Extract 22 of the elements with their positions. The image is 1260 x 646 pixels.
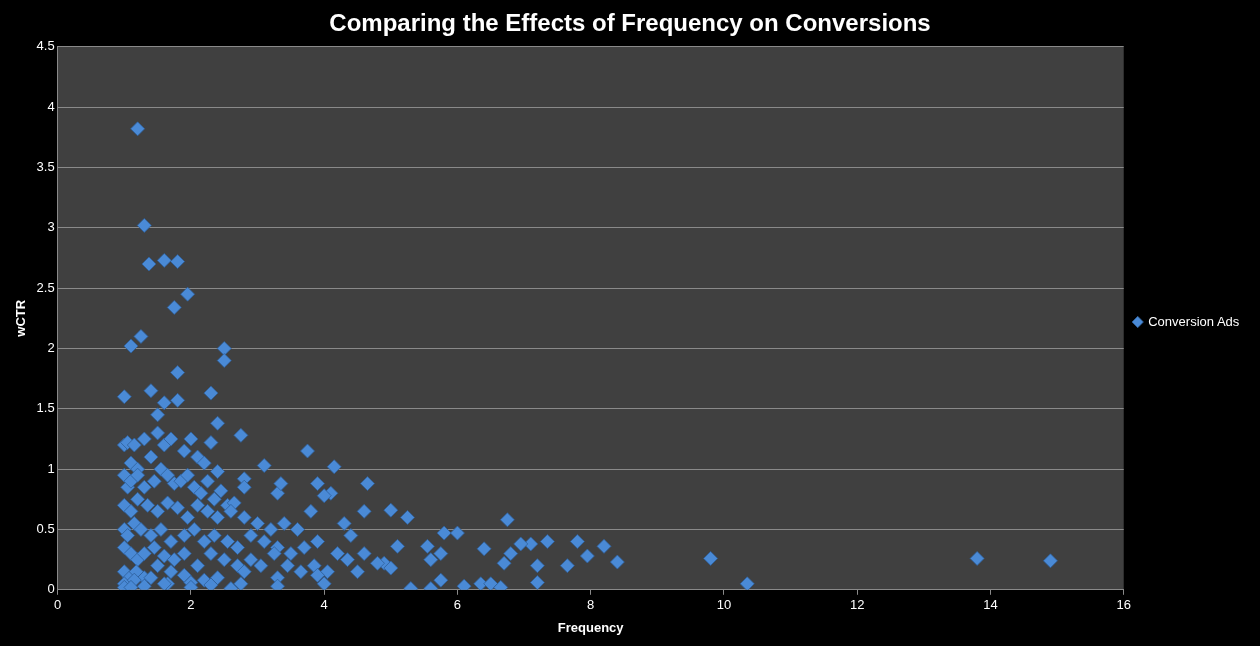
x-tick-label: 2 <box>187 597 195 613</box>
y-tick-label: 1 <box>47 460 55 476</box>
x-tick-label: 4 <box>320 597 328 613</box>
y-tick-label: 3.5 <box>36 159 55 175</box>
y-tick-label: 3 <box>47 219 55 235</box>
x-tick-label: 6 <box>453 597 462 613</box>
x-tick-label: 16 <box>1116 597 1131 613</box>
y-tick-label: 1.5 <box>36 400 55 416</box>
x-tick-label: 8 <box>587 597 595 613</box>
y-tick-label: 0 <box>47 581 55 597</box>
x-tick-label: 14 <box>983 597 998 613</box>
y-axis-title: wCTR <box>13 299 29 338</box>
y-tick-label: 4.5 <box>36 38 55 54</box>
x-tick-label: 12 <box>849 597 865 613</box>
y-tick-label: 2.5 <box>36 279 55 295</box>
x-tick-label: 10 <box>716 597 732 613</box>
x-axis-title: Frequency <box>557 619 625 635</box>
y-tick-label: 0.5 <box>36 521 55 537</box>
y-tick-label: 2 <box>47 340 55 356</box>
chart-title: Comparing the Effects of Frequency on Conversions <box>329 9 931 37</box>
legend-label: Conversion Ads <box>1148 313 1240 329</box>
y-tick-label: 4 <box>47 98 55 114</box>
